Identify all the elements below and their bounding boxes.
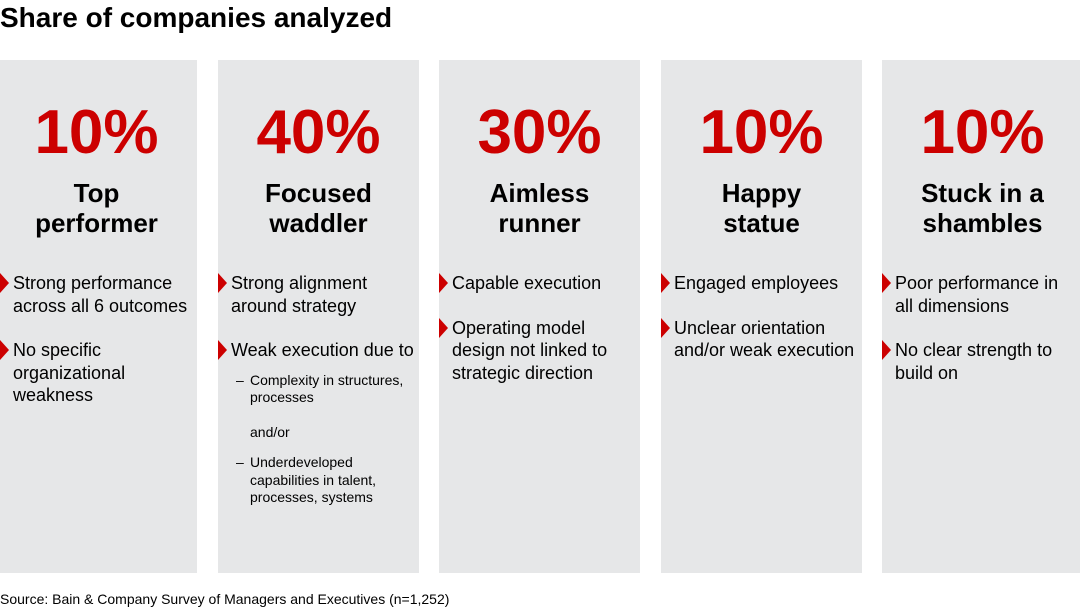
sub-item: – Underdeveloped capabilities in talent, … xyxy=(236,454,377,505)
bullet-text: Weak execution due to xyxy=(231,340,414,360)
bullet-text: Strong alignment around strategy xyxy=(231,273,368,316)
percent: 10% xyxy=(34,98,159,167)
triangle-bullet-icon xyxy=(882,273,891,293)
sub-item-text: Underdeveloped capabilities in talent, p… xyxy=(250,454,377,505)
bullet: No clear strength to build on xyxy=(882,339,1079,384)
bullet: Strong alignment around strategy xyxy=(218,272,415,317)
sub-item-text: Complexity in structures, processes xyxy=(250,371,404,406)
bullet-text: Operating model design not linked to str… xyxy=(452,317,608,383)
segment-name: Top performer xyxy=(35,178,158,238)
card-top-performer: 10% Top performer Strong performance acr… xyxy=(0,60,197,573)
connector-text: and/or xyxy=(250,423,290,440)
segment-name: Aimless runner xyxy=(489,178,590,238)
bullet: No specific organizational weakness xyxy=(0,339,193,407)
percent: 10% xyxy=(920,98,1045,167)
triangle-bullet-icon xyxy=(882,340,891,360)
card-stuck-in-a-shambles: 10% Stuck in a shambles Poor performance… xyxy=(882,60,1080,573)
bullet: Weak execution due to xyxy=(218,339,415,362)
triangle-bullet-icon xyxy=(0,273,9,293)
segment-name: Focused waddler xyxy=(265,178,372,238)
triangle-bullet-icon xyxy=(661,317,670,338)
triangle-bullet-icon xyxy=(661,273,670,293)
percent: 30% xyxy=(477,98,602,167)
source-note: Source: Bain & Company Survey of Manager… xyxy=(0,591,450,607)
page-title: Share of companies analyzed xyxy=(0,2,393,33)
card-aimless-runner: 30% Aimless runner Capable execution Ope… xyxy=(439,60,640,573)
bullet-text: Strong performance across all 6 outcomes xyxy=(13,273,188,316)
triangle-bullet-icon xyxy=(439,317,448,338)
bullet: Poor performance in all dimensions xyxy=(882,272,1079,317)
triangle-bullet-icon xyxy=(0,340,9,360)
bullet-text: Engaged employees xyxy=(674,273,839,293)
bullet: Operating model design not linked to str… xyxy=(439,317,636,385)
card-focused-waddler: 40% Focused waddler Strong alignment aro… xyxy=(218,60,419,573)
bullet-text: Capable execution xyxy=(452,273,602,293)
bullet: Unclear orientation and/or weak executio… xyxy=(661,317,858,362)
bullet-text: No clear strength to build on xyxy=(895,340,1053,383)
bullet-text: Poor performance in all dimensions xyxy=(895,273,1059,316)
bullet: Capable execution xyxy=(439,272,636,295)
bullet: Strong performance across all 6 outcomes xyxy=(0,272,193,317)
triangle-bullet-icon xyxy=(439,273,448,293)
bullet-text: Unclear orientation and/or weak executio… xyxy=(674,317,855,361)
bullet-text: No specific organizational weakness xyxy=(13,340,126,405)
segment-name: Happy statue xyxy=(721,178,802,238)
percent: 10% xyxy=(699,98,824,167)
bullet: Engaged employees xyxy=(661,272,858,295)
sub-item: – Complexity in structures, processes xyxy=(236,371,404,406)
card-happy-statue: 10% Happy statue Engaged employees Uncle… xyxy=(661,60,862,573)
triangle-bullet-icon xyxy=(218,273,227,293)
percent: 40% xyxy=(256,98,381,167)
triangle-bullet-icon xyxy=(218,340,227,360)
segment-name: Stuck in a shambles xyxy=(921,178,1044,238)
